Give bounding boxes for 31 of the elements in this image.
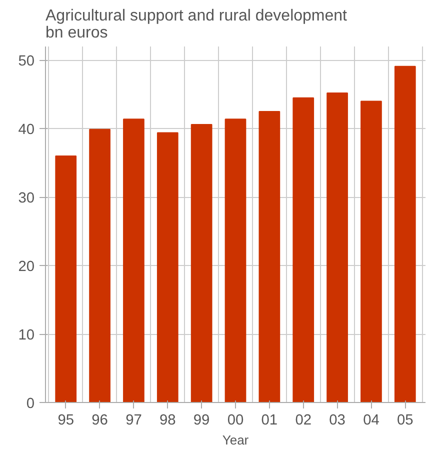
- x-tick-label: 98: [159, 412, 176, 428]
- bar: [394, 66, 416, 402]
- x-tick-label: 99: [193, 412, 210, 428]
- bar: [360, 100, 382, 402]
- bar: [190, 124, 212, 402]
- bar: [292, 97, 314, 402]
- bar: [326, 92, 348, 402]
- x-tick-label: 03: [329, 412, 346, 428]
- bar: [156, 132, 178, 402]
- x-tick-label: 97: [126, 412, 142, 428]
- y-tick-label: 40: [18, 122, 35, 138]
- x-tick-label: 04: [363, 412, 380, 428]
- y-tick-label: 50: [18, 54, 35, 70]
- x-tick-label: 05: [396, 412, 414, 428]
- y-tick-label: 0: [26, 396, 35, 412]
- x-tick-label: 02: [295, 412, 312, 428]
- x-axis-title: Year: [222, 432, 250, 448]
- bar: [55, 156, 77, 402]
- y-tick-label: 30: [18, 190, 35, 207]
- chart-subtitle: bn euros: [46, 24, 108, 42]
- y-tick-label: 10: [18, 328, 35, 344]
- x-tick-label: 95: [58, 412, 74, 428]
- bar: [89, 128, 110, 402]
- bar: [258, 111, 280, 402]
- x-tick-label: 01: [261, 412, 278, 428]
- bar: [123, 118, 144, 402]
- x-tick-label: 96: [92, 412, 108, 428]
- bar: [224, 118, 246, 402]
- x-tick-label: 00: [227, 412, 244, 428]
- y-tick-label: 20: [18, 259, 35, 276]
- chart-title: Agricultural support and rural development: [46, 8, 348, 24]
